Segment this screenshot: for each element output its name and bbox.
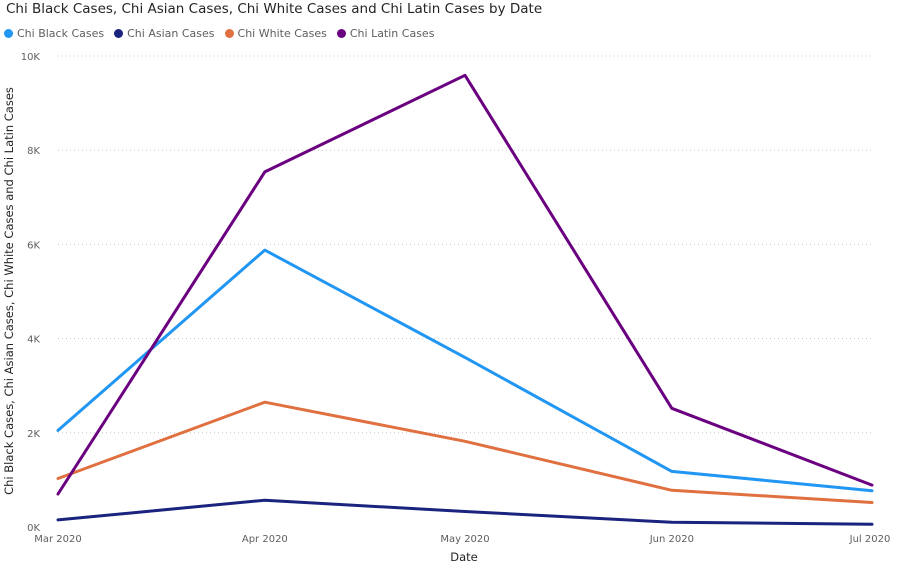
legend-item-asian[interactable]: Chi Asian Cases [114, 27, 215, 40]
x-tick-label: Jun 2020 [649, 534, 694, 545]
y-tick-label: 2K [27, 429, 40, 440]
y-axis-title: Chi Black Cases, Chi Asian Cases, Chi Wh… [2, 87, 16, 495]
x-tick-label: Mar 2020 [34, 534, 82, 545]
legend-marker-white [224, 29, 234, 38]
y-tick-label: 4K [27, 335, 40, 346]
legend-label-latin: Chi Latin Cases [349, 27, 435, 40]
gridlines [58, 55, 872, 434]
series-line-3[interactable] [56, 73, 874, 496]
x-tick-label: May 2020 [440, 534, 489, 545]
series-line-1[interactable] [56, 498, 874, 526]
legend: Chi Black Cases Chi Asian Cases Chi Whit… [4, 27, 434, 40]
x-tick-label: Apr 2020 [242, 534, 288, 545]
series-line-2[interactable] [56, 400, 874, 504]
series-lines [56, 73, 874, 526]
y-tick-label: 6K [27, 240, 40, 251]
legend-marker-latin [336, 29, 346, 38]
y-tick-label: 0K [27, 523, 40, 534]
x-tick-label: Jul 2020 [849, 534, 891, 545]
legend-item-black[interactable]: Chi Black Cases [4, 27, 104, 40]
x-axis-title: Date [450, 550, 478, 564]
legend-item-latin[interactable]: Chi Latin Cases [336, 27, 435, 40]
legend-item-white[interactable]: Chi White Cases [224, 27, 327, 40]
y-tick-label: 10K [21, 52, 41, 63]
y-axis-ticks: 0K 2K 4K 6K 8K 10K [21, 52, 41, 534]
legend-label-black: Chi Black Cases [17, 27, 105, 40]
legend-marker-black [4, 29, 13, 38]
legend-label-asian: Chi Asian Cases [127, 27, 215, 40]
legend-label-white: Chi White Cases [237, 27, 327, 40]
series-line-0[interactable] [56, 248, 874, 493]
x-axis-ticks: Mar 2020 Apr 2020 May 2020 Jun 2020 Jul 2020 [34, 534, 890, 545]
legend-marker-asian [114, 29, 124, 38]
chart-title: Chi Black Cases, Chi Asian Cases, Chi Wh… [6, 1, 543, 17]
y-tick-label: 8K [27, 146, 40, 157]
